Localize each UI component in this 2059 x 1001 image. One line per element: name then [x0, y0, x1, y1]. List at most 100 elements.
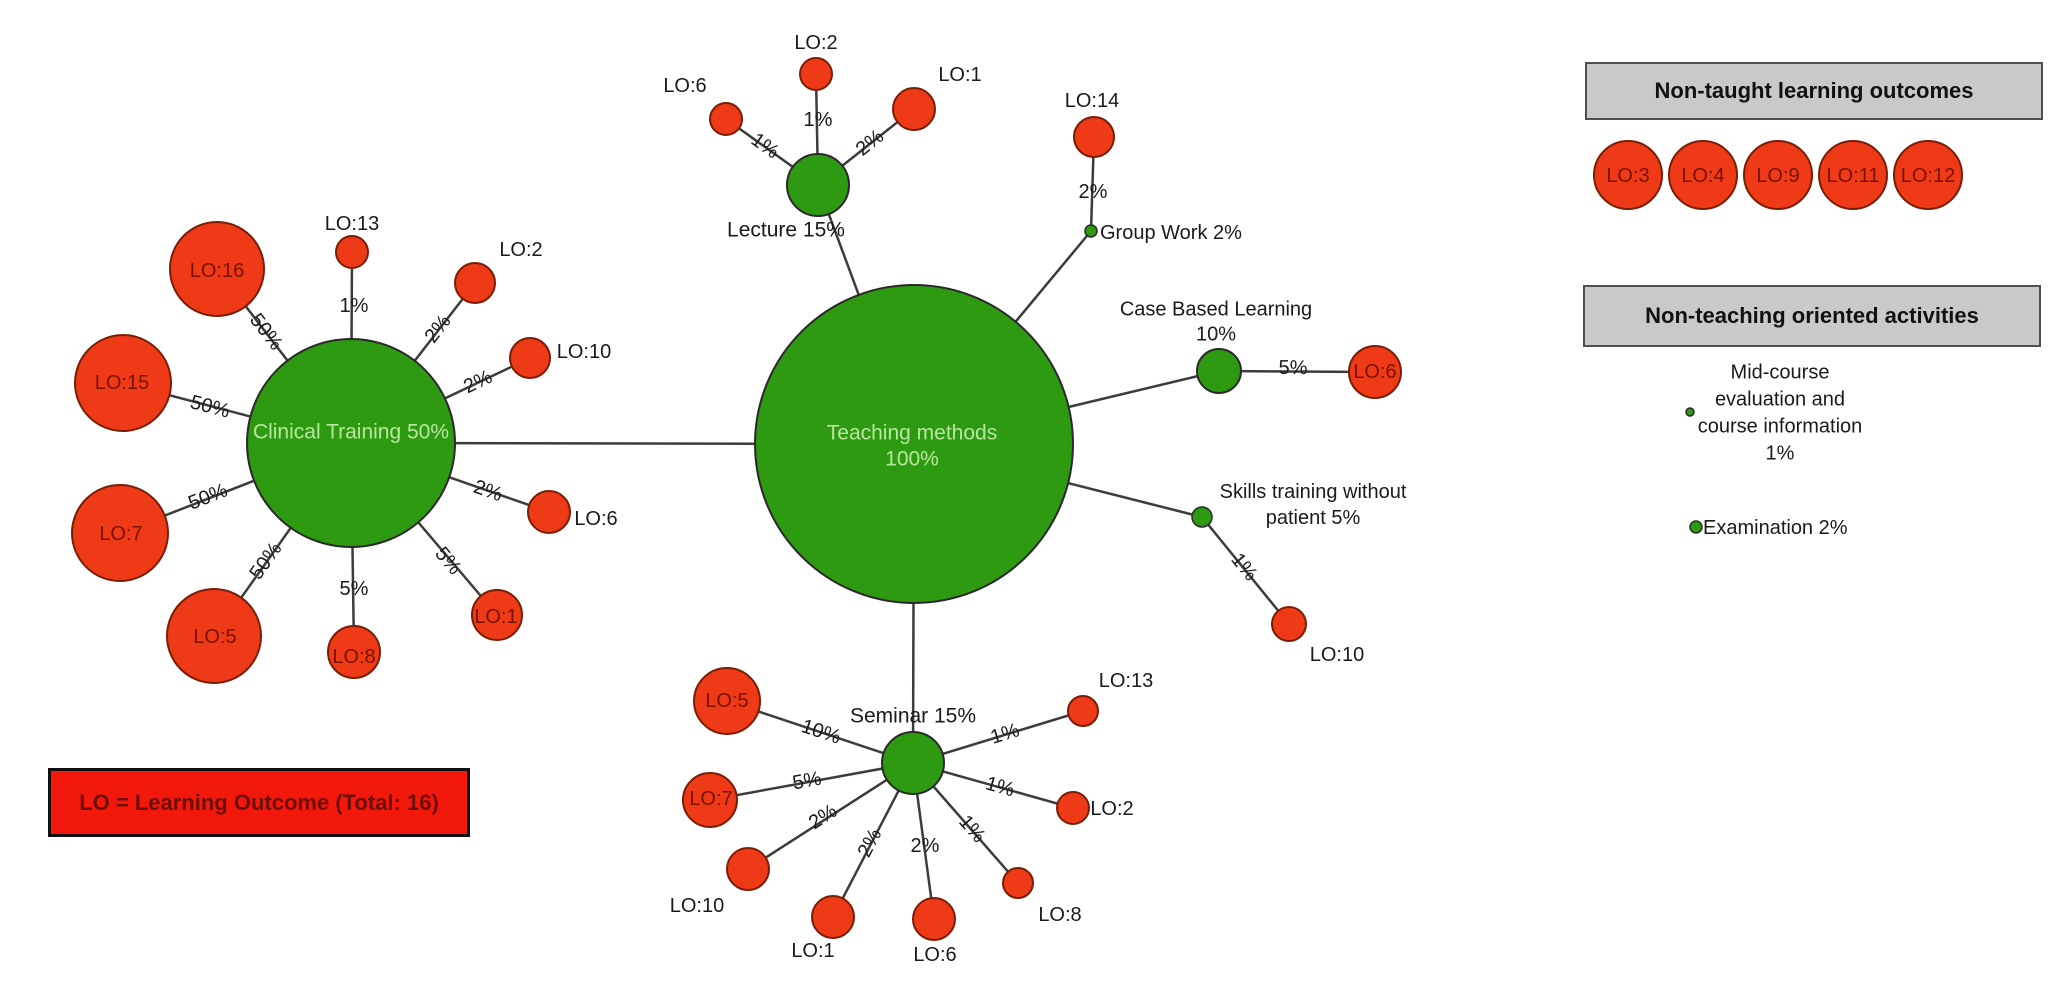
node-s_lo6-outcome-circle — [912, 897, 956, 941]
node-label-lecture: Lecture 15% — [727, 219, 845, 242]
node-leg_lo9-outcome-circle — [1743, 140, 1813, 210]
legend-non-taught-header: Non-taught learning outcomes — [1585, 62, 2043, 120]
legend-non-taught-title: Non-taught learning outcomes — [1654, 78, 1974, 103]
node-c_lo7-outcome-circle — [71, 484, 169, 582]
node-lec_lo2-outcome-circle — [799, 57, 833, 91]
legend-non-teaching-title: Non-teaching oriented activities — [1645, 303, 1979, 328]
node-label-clinical: Clinical Training 50% — [253, 421, 449, 444]
edge-label-seminar-s_lo13: 1% — [988, 719, 1022, 749]
node-label-lo14: LO:14 — [1065, 90, 1119, 112]
edge-label-clinical-c_lo5: 50% — [245, 538, 286, 584]
node-label-c_lo6: LO:6 — [574, 508, 617, 530]
node-label-c_lo16: LO:16 — [190, 260, 244, 282]
edge-label-clinical-c_lo13: 1% — [340, 295, 369, 317]
node-label-s_lo8: LO:8 — [1038, 904, 1081, 926]
node-seminar-method-circle — [881, 731, 945, 795]
node-label-seminar: Seminar 15% — [850, 705, 976, 728]
node-label-c_lo5: LO:5 — [193, 626, 236, 648]
node-label-s_lo13: LO:13 — [1099, 670, 1153, 692]
node-s_lo7-outcome-circle — [682, 772, 738, 828]
node-label-midcourse-line2: evaluation and — [1715, 389, 1845, 411]
node-label-midcourse-line1: Mid-course — [1731, 362, 1830, 384]
node-c_lo16-outcome-circle — [169, 221, 265, 317]
edge-label-clinical-c_lo8: 5% — [340, 578, 369, 600]
node-label-s_lo2: LO:2 — [1090, 798, 1133, 820]
node-casebased-method-circle — [1196, 348, 1242, 394]
edge-label-clinical-c_lo15: 50% — [188, 391, 233, 422]
node-lec_lo6-outcome-circle — [709, 102, 743, 136]
edge-label-clinical-c_lo16: 50% — [245, 309, 287, 354]
node-exam-method-circle — [1689, 520, 1703, 534]
node-groupwork-method-circle — [1084, 224, 1098, 238]
node-s_lo10-outcome-circle — [726, 847, 770, 891]
node-sk_lo10-outcome-circle — [1271, 606, 1307, 642]
edge-label-clinical-c_lo6: 2% — [471, 476, 506, 506]
node-label-lec_lo6: LO:6 — [663, 75, 706, 97]
node-s_lo8-outcome-circle — [1002, 867, 1034, 899]
edge-label-seminar-s_lo5: 10% — [799, 715, 844, 749]
edge-skills-sk_lo10 — [1201, 516, 1290, 625]
node-c_lo8-outcome-circle — [327, 625, 381, 679]
node-c_lo1-outcome-circle — [471, 589, 523, 641]
node-label-exam: Examination 2% — [1703, 517, 1848, 539]
edge-label-clinical-c_lo10: 2% — [460, 366, 496, 398]
node-label-casebased-line2: 10% — [1196, 324, 1236, 346]
node-label-skills-line2: patient 5% — [1266, 507, 1361, 529]
node-lo14-outcome-circle — [1073, 116, 1115, 158]
node-label-midcourse-line3: course information — [1698, 416, 1863, 438]
node-clinical-method-circle — [246, 338, 456, 548]
node-label-skills-line1: Skills training without — [1220, 481, 1407, 503]
edge-seminar-s_lo7 — [709, 761, 914, 802]
node-s_lo2-outcome-circle — [1056, 791, 1090, 825]
node-label-c_lo10: LO:10 — [557, 341, 611, 363]
edge-label-seminar-s_lo7: 5% — [791, 768, 824, 795]
edge-label-seminar-s_lo2: 1% — [983, 772, 1017, 801]
node-label-leg_lo11: LO:11 — [1827, 165, 1880, 187]
node-label-sk_lo10: LO:10 — [1310, 644, 1364, 666]
node-label-leg_lo3: LO:3 — [1606, 165, 1649, 187]
node-label-leg_lo12: LO:12 — [1901, 165, 1955, 187]
node-label-s_lo6: LO:6 — [913, 944, 956, 966]
edge-seminar-s_lo10 — [747, 761, 914, 871]
node-leg_lo3-outcome-circle — [1593, 140, 1663, 210]
node-leg_lo4-outcome-circle — [1668, 140, 1738, 210]
node-label-c_lo1: LO:1 — [474, 606, 517, 628]
node-c_lo10-outcome-circle — [509, 337, 551, 379]
node-label-lec_lo1: LO:1 — [938, 64, 981, 86]
edge-label-clinical-c_lo7: 50% — [185, 479, 230, 514]
node-c_lo5-outcome-circle — [166, 588, 262, 684]
node-skills-method-circle — [1191, 506, 1213, 528]
node-teaching-method-circle — [754, 284, 1074, 604]
node-c_lo2-outcome-circle — [454, 262, 496, 304]
node-c_lo15-outcome-circle — [74, 334, 172, 432]
edge-label-groupwork-lo14: 2% — [1079, 181, 1108, 203]
node-label-c_lo8: LO:8 — [332, 646, 375, 668]
node-label-midcourse-line4: 1% — [1766, 443, 1795, 465]
node-label-leg_lo9: LO:9 — [1756, 165, 1799, 187]
legend-non-teaching-header: Non-teaching oriented activities — [1583, 285, 2041, 347]
node-cb_lo6-outcome-circle — [1348, 345, 1402, 399]
node-lec_lo1-outcome-circle — [892, 87, 936, 131]
node-label-s_lo7: LO:7 — [689, 788, 732, 810]
node-label-c_lo15: LO:15 — [95, 372, 149, 394]
node-lecture-method-circle — [786, 153, 850, 217]
node-label-c_lo7: LO:7 — [99, 523, 142, 545]
edge-label-seminar-s_lo6: 2% — [911, 835, 940, 857]
node-label-c_lo2: LO:2 — [499, 239, 542, 261]
node-label-leg_lo4: LO:4 — [1681, 165, 1724, 187]
node-c_lo6-outcome-circle — [527, 490, 571, 534]
node-label-s_lo1: LO:1 — [791, 940, 834, 962]
node-c_lo13-outcome-circle — [335, 235, 369, 269]
edge-label-lecture-lec_lo2: 1% — [804, 109, 833, 131]
node-s_lo1-outcome-circle — [811, 895, 855, 939]
node-label-cb_lo6: LO:6 — [1353, 361, 1396, 383]
edge-label-seminar-s_lo1: 2% — [854, 825, 887, 861]
note-box: LO = Learning Outcome (Total: 16) — [48, 768, 470, 837]
node-label-teaching-line1: Teaching methods — [827, 422, 997, 445]
node-midcourse-method-circle — [1685, 407, 1695, 417]
edge-label-lecture-lec_lo6: 1% — [747, 129, 783, 164]
node-label-groupwork: Group Work 2% — [1100, 222, 1242, 244]
node-s_lo5-outcome-circle — [693, 667, 761, 735]
